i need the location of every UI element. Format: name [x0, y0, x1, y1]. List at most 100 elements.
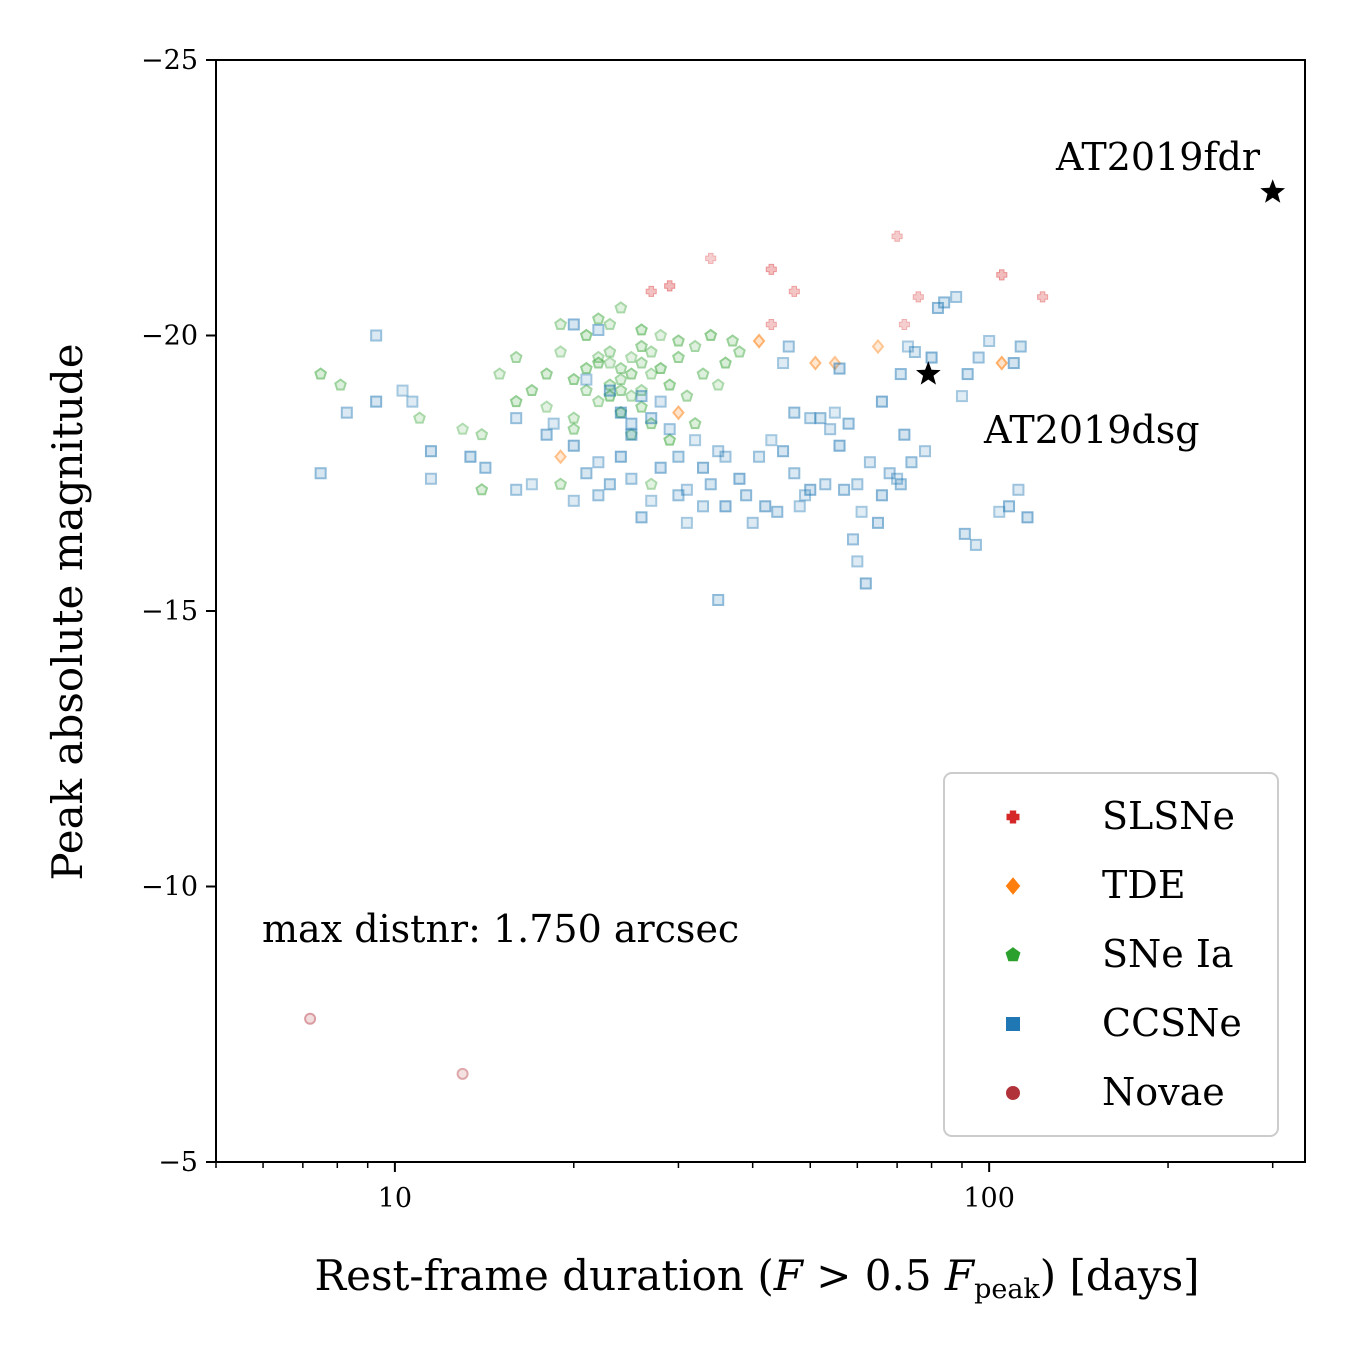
data-point — [475, 427, 489, 441]
data-point — [912, 291, 924, 303]
data-point — [614, 450, 627, 463]
data-point — [624, 389, 638, 402]
data-point — [580, 467, 593, 480]
data-point — [396, 384, 409, 397]
data-point — [567, 411, 581, 424]
data-point — [603, 345, 617, 358]
data-point — [855, 505, 868, 518]
data-point — [592, 356, 605, 369]
data-point — [370, 395, 383, 408]
legend-label-tde: TDE — [1102, 863, 1186, 907]
data-point — [654, 328, 668, 341]
highlight-layer — [916, 179, 1286, 385]
data-point — [711, 378, 725, 391]
data-point — [828, 406, 841, 419]
data-point — [340, 406, 353, 419]
data-point — [554, 477, 567, 490]
data-point — [603, 478, 616, 491]
data-point — [635, 400, 648, 413]
data-point — [554, 317, 567, 330]
data-point — [680, 389, 694, 402]
data-point — [875, 395, 888, 408]
data-point — [603, 384, 616, 397]
data-point — [788, 285, 800, 297]
data-point — [304, 1012, 317, 1025]
data-point — [733, 345, 746, 358]
data-point — [614, 406, 627, 419]
data-point — [955, 390, 968, 403]
data-point — [464, 450, 477, 463]
data-point — [819, 478, 832, 491]
data-point — [1003, 500, 1016, 513]
data-point — [777, 357, 790, 370]
data-point — [969, 538, 982, 551]
data-point — [509, 394, 523, 408]
data-point — [799, 489, 812, 502]
x-axis-title-gt: > 0.5 — [803, 1251, 945, 1300]
data-point — [614, 361, 628, 374]
data-point — [592, 394, 605, 408]
data-point — [525, 383, 539, 396]
data-point — [645, 412, 658, 425]
data-point — [833, 439, 846, 452]
data-point — [635, 511, 648, 524]
data-point — [680, 483, 693, 496]
data-point — [712, 593, 725, 606]
data-point — [663, 378, 677, 391]
data-point — [875, 489, 888, 502]
data-point — [413, 411, 426, 424]
data-point — [635, 390, 648, 403]
data-point — [479, 461, 492, 474]
data-point — [950, 290, 963, 303]
y-tick-label: −15 — [141, 596, 198, 627]
data-point — [635, 356, 648, 369]
data-point — [625, 428, 638, 441]
legend-marker-novae — [1006, 1086, 1020, 1100]
data-point — [672, 405, 685, 421]
data-point — [510, 412, 523, 425]
data-point — [804, 412, 817, 425]
data-point — [697, 500, 710, 513]
data-point — [1021, 511, 1034, 524]
data-point — [614, 383, 628, 396]
data-point — [554, 449, 567, 465]
legend-marker-tde — [1005, 877, 1021, 895]
points-layer — [304, 230, 1049, 1080]
data-point — [925, 351, 938, 364]
data-point — [771, 505, 784, 518]
data-point — [782, 340, 795, 353]
data-point — [726, 334, 739, 347]
data-point — [603, 356, 617, 369]
data-point — [672, 489, 685, 502]
data-point — [475, 483, 489, 496]
data-point — [580, 373, 593, 386]
data-point — [851, 478, 864, 491]
data-point — [901, 340, 914, 353]
ticks-layer: −25 −20 −15 −10 −5 10 100 — [141, 45, 1274, 1214]
data-point — [672, 334, 685, 347]
data-point — [624, 350, 638, 363]
y-tick-label: −25 — [141, 45, 198, 76]
data-point — [883, 467, 896, 480]
data-point — [554, 345, 567, 358]
x-axis-title-sub: peak — [974, 1274, 1040, 1305]
data-point — [635, 383, 648, 396]
data-point — [645, 285, 657, 297]
data-point — [898, 428, 911, 441]
data-point — [540, 367, 553, 380]
data-point — [579, 361, 593, 374]
legend-label-slsne: SLSNe — [1102, 794, 1235, 838]
data-point — [908, 346, 921, 359]
data-point — [635, 323, 648, 336]
data-point — [424, 472, 437, 485]
x-axis-title-post: ) [days] — [1040, 1251, 1200, 1300]
data-point — [406, 395, 419, 408]
data-point — [846, 533, 859, 546]
data-point — [752, 333, 766, 349]
data-point — [672, 350, 685, 363]
data-point — [788, 406, 801, 419]
data-point — [863, 456, 876, 469]
data-point — [579, 383, 593, 396]
